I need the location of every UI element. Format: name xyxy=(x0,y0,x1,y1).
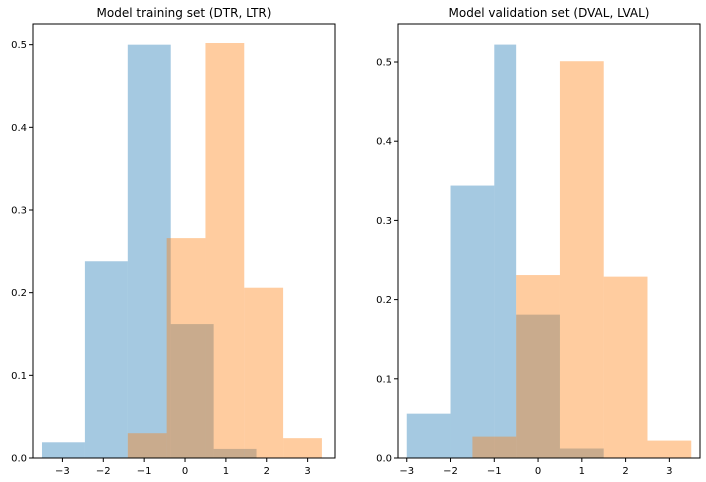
x-tick-label: −2 xyxy=(443,466,458,477)
series-a-bar xyxy=(406,413,451,458)
series-a-bar xyxy=(559,448,604,458)
series-a-bars xyxy=(406,44,604,459)
series-a-bar xyxy=(213,448,257,458)
x-tick-label: 1 xyxy=(579,466,585,477)
axes-frame xyxy=(397,23,701,459)
y-tick-label: 0.4 xyxy=(11,123,27,134)
chart-title: Model validation set (DVAL, LVAL) xyxy=(449,6,650,20)
y-tick-label: 0.3 xyxy=(11,206,27,217)
x-tick-label: 3 xyxy=(304,466,310,477)
chart-panel-1: −3 −2 −1 0 1 2 3 0.0 0.1 0.2 0.3 0.4 0.5 Model traini… xyxy=(11,6,336,477)
chart-title: Model training set (DTR, LTR) xyxy=(97,6,272,20)
series-a-bar xyxy=(127,44,171,459)
series-b-bar xyxy=(647,440,692,458)
series-a-bar xyxy=(450,185,495,458)
x-tick-label: 0 xyxy=(182,466,188,477)
series-b-bar xyxy=(603,276,648,458)
chart-panel-2: −3 −2 −1 0 1 2 3 0.0 0.1 0.2 0.3 0.4 0.5 Model valida… xyxy=(376,6,701,477)
series-a-bar xyxy=(170,324,214,458)
series-a-bar xyxy=(84,261,128,458)
axes-frame xyxy=(32,23,336,459)
x-tick-label: 2 xyxy=(264,466,270,477)
series-a-bars xyxy=(41,44,257,459)
x-tick-label: 1 xyxy=(223,466,229,477)
y-tick-label: 0.5 xyxy=(11,40,27,51)
x-tick-label: −1 xyxy=(487,466,502,477)
x-tick-label: 2 xyxy=(622,466,628,477)
series-b-bar xyxy=(516,275,560,458)
series-b-bar xyxy=(472,436,517,458)
series-b-bar xyxy=(166,238,206,458)
y-tick-label: 0.1 xyxy=(11,371,27,382)
y-tick-label: 0.2 xyxy=(376,295,392,306)
series-b-bars xyxy=(472,61,692,458)
x-tick-label: −3 xyxy=(399,466,414,477)
x-tick-label: 0 xyxy=(535,466,541,477)
series-b-bar xyxy=(205,43,245,458)
y-tick-label: 0.2 xyxy=(11,288,27,299)
series-a-bar xyxy=(41,442,85,458)
y-tick-label: 0.5 xyxy=(376,58,392,69)
series-a-bar xyxy=(516,314,560,458)
series-b-bar xyxy=(283,438,322,458)
y-tick-label: 0.1 xyxy=(376,374,392,385)
series-a-bar xyxy=(494,44,517,459)
x-tick-label: −2 xyxy=(96,466,111,477)
series-b-bar xyxy=(559,61,604,458)
series-b-bars xyxy=(127,43,322,458)
x-tick-label: −3 xyxy=(55,466,70,477)
x-tick-label: 3 xyxy=(666,466,672,477)
y-tick-label: 0.4 xyxy=(376,137,392,148)
y-tick-label: 0.0 xyxy=(11,454,27,465)
series-b-bar xyxy=(127,433,167,458)
y-tick-label: 0.3 xyxy=(376,216,392,227)
series-b-bar xyxy=(244,287,284,458)
y-tick-label: 0.0 xyxy=(376,454,392,465)
x-tick-label: −1 xyxy=(137,466,152,477)
